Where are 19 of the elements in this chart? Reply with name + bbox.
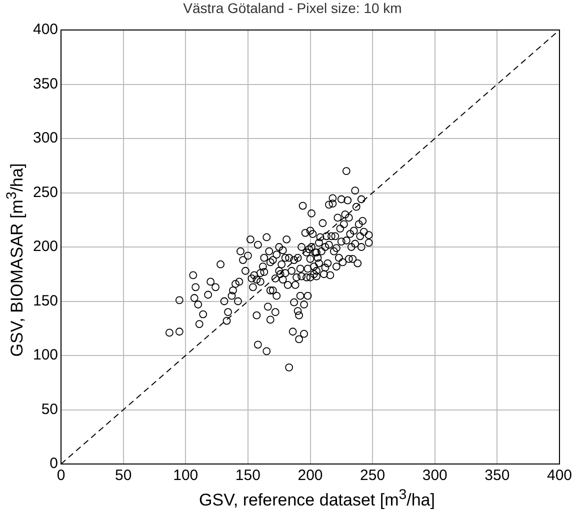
x-tick-label: 350 [484, 467, 510, 484]
x-tick-label: 400 [546, 467, 572, 484]
y-tick-label: 400 [32, 21, 58, 38]
y-tick-label: 250 [32, 184, 58, 201]
y-tick-label: 300 [32, 130, 58, 147]
x-tick-label: 200 [298, 467, 323, 484]
y-tick-label: 100 [32, 346, 58, 364]
x-tick-label: 100 [173, 467, 198, 484]
x-axis-title: GSV, reference dataset [m$^{3}$/ha] [198, 487, 436, 511]
chart-title: Västra Götaland - Pixel size: 10 km [182, 0, 403, 16]
x-tick-label: 150 [235, 467, 260, 484]
y-tick-label: 150 [32, 292, 58, 310]
x-tick-label: 50 [114, 467, 132, 484]
x-tick-label: 250 [360, 467, 386, 484]
y-tick-label: 200 [32, 238, 58, 256]
y-tick-label: 50 [41, 400, 58, 418]
y-tick-label: 0 [50, 455, 58, 472]
y-tick-label: 350 [32, 75, 58, 92]
x-tick-label: 300 [422, 467, 448, 484]
